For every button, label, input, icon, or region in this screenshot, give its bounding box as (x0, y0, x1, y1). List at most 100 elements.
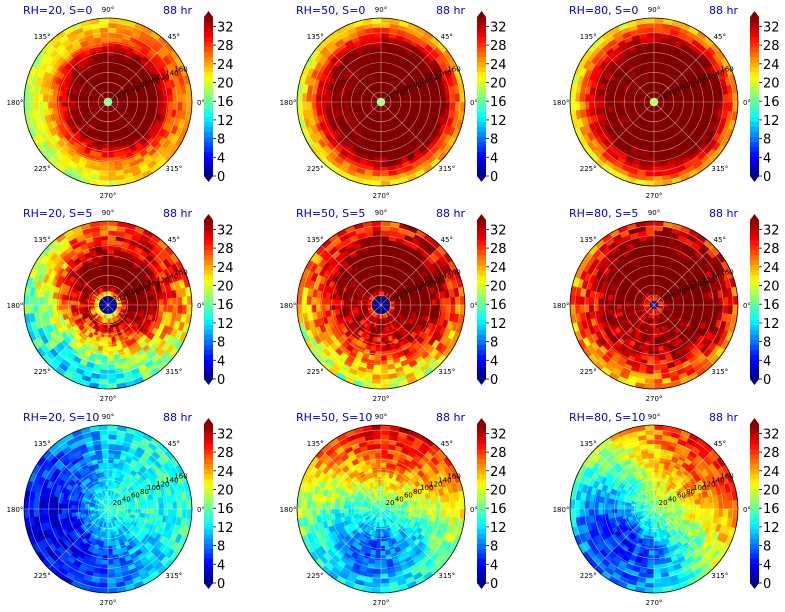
heatmap-cell (101, 351, 109, 357)
colorbar-band (204, 86, 213, 93)
heatmap-cell (648, 143, 655, 150)
colorbar-band (750, 136, 759, 142)
colorbar-band (204, 126, 213, 132)
colorbar-band (477, 111, 486, 117)
heatmap-cell (676, 101, 683, 106)
colorbar-band (204, 161, 213, 167)
colorbar-tick-label: 28 (217, 39, 234, 54)
heatmap-cell (653, 82, 657, 89)
grid-spoke (321, 42, 382, 103)
colorbar-tick-label: 12 (217, 114, 234, 129)
colorbar-extend-top (204, 214, 213, 220)
colorbar-band (477, 106, 486, 112)
heatmap-cell (107, 45, 115, 52)
colorbar-band (477, 86, 486, 93)
colorbar-band (204, 36, 213, 43)
heatmap-cell (324, 101, 331, 109)
heatmap-cell (46, 304, 53, 313)
heatmap-cell (380, 68, 386, 75)
angle-tick-label: 180° (280, 99, 297, 107)
panel-time-label: 88 hr (163, 4, 192, 17)
heatmap-cell (329, 95, 335, 103)
colorbar-band (750, 146, 759, 152)
colorbar-band (750, 51, 759, 58)
heatmap-cell (427, 95, 433, 103)
angle-tick-label: 135° (34, 236, 51, 244)
heatmap-cell (653, 26, 663, 33)
colorbar-tick-label: 12 (490, 114, 507, 129)
heatmap-cell (101, 45, 109, 52)
colorbar-band (750, 61, 759, 68)
heatmap-cell (408, 304, 415, 310)
heatmap-cell (149, 96, 156, 103)
heatmap-cell (713, 101, 720, 110)
angle-tick-label: 315° (165, 368, 182, 376)
heatmap-cell (333, 96, 340, 103)
colorbar-band (204, 239, 213, 246)
angle-tick-label: 270° (100, 192, 117, 200)
colorbar-tick-label: 8 (490, 133, 498, 148)
heatmap-cell (650, 124, 655, 131)
heatmap-cell (380, 281, 384, 287)
heatmap-cell (413, 304, 419, 310)
grid-spoke (653, 101, 714, 162)
colorbar-band (204, 304, 213, 311)
heatmap-cell (103, 337, 109, 343)
angle-tick-label: 270° (373, 192, 390, 200)
heatmap-cell (374, 351, 382, 357)
heatmap-cell (107, 374, 117, 381)
radial-tick-label: 140 (438, 70, 451, 78)
colorbar-tick-label: 0 (217, 170, 225, 185)
radial-tick-label: 20 (113, 92, 122, 100)
polar-panel: 20 40 60 8010012014016090°45°0°315°270°225°… (280, 4, 507, 200)
colorbar-band (204, 76, 213, 83)
heatmap-cell (100, 364, 109, 371)
heatmap-cell (46, 297, 53, 306)
heatmap-cell (653, 73, 658, 80)
heatmap-cell (101, 253, 109, 259)
heatmap-cell (380, 346, 387, 353)
radial-tick-label: 100 (420, 77, 433, 85)
angle-tick-label: 45° (168, 236, 180, 244)
colorbar-tick-label: 28 (763, 39, 780, 54)
colorbar-extend-bottom (204, 176, 213, 182)
heatmap-cell (88, 99, 95, 103)
colorbar-band (204, 46, 213, 53)
angle-tick-label: 90° (648, 6, 660, 14)
colorbar-extend-top (204, 11, 213, 17)
colorbar-band (477, 61, 486, 68)
colorbar-tick-label: 4 (490, 151, 498, 166)
grid-spoke (107, 42, 168, 103)
heatmap-cell (374, 50, 382, 56)
heatmap-cell (686, 101, 692, 107)
colorbar-band (477, 81, 486, 88)
colorbar-band (204, 264, 213, 271)
heatmap-cell (378, 323, 382, 329)
colorbar-tick-label: 12 (763, 114, 780, 129)
angle-tick-label: 225° (307, 165, 324, 173)
colorbar-band (750, 101, 759, 108)
colorbar-band (477, 56, 486, 63)
heatmap-cell (403, 101, 410, 106)
heatmap-cell (74, 97, 81, 103)
heatmap-cell (606, 96, 613, 103)
angle-tick-label: 90° (102, 6, 114, 14)
heatmap-cell (399, 304, 405, 308)
heatmap-cell (51, 304, 58, 312)
heatmap-cell (597, 101, 604, 109)
heatmap-cell (378, 318, 382, 325)
heatmap-cell (394, 304, 401, 308)
colorbar-band (204, 299, 213, 306)
heatmap-cell (723, 93, 730, 103)
heatmap-cell (107, 36, 116, 43)
heatmap-cell (361, 99, 368, 103)
colorbar-band (750, 126, 759, 132)
heatmap-cell (107, 161, 116, 168)
heatmap-cell (130, 101, 137, 106)
colorbar-band (204, 364, 213, 370)
colorbar-band (477, 171, 486, 177)
colorbar-band (477, 71, 486, 78)
colorbar-tick-label: 24 (217, 58, 234, 73)
